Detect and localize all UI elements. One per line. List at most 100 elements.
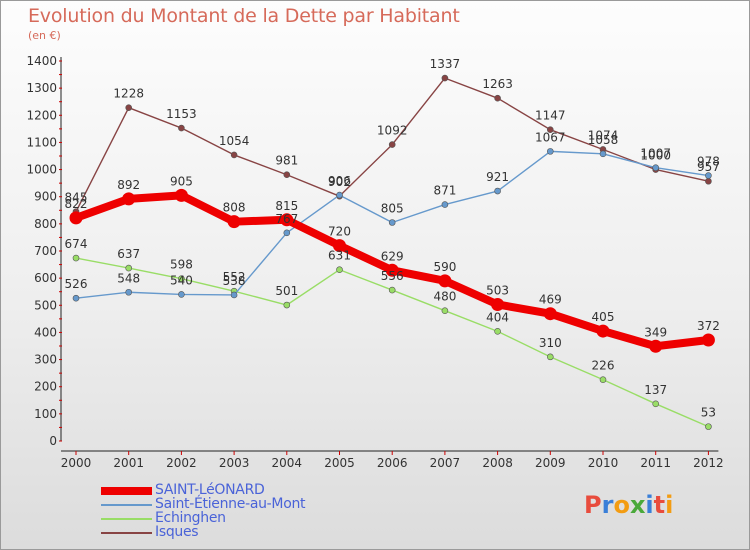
legend-swatch: [101, 518, 152, 520]
data-label-echinghen: 480: [433, 290, 456, 304]
data-label-echinghen: 674: [65, 237, 88, 251]
data-label-saint-leonard: 469: [539, 293, 562, 307]
logo-letter: P: [584, 491, 602, 519]
data-label-echinghen: 552: [223, 270, 246, 284]
x-tick-label: 2005: [324, 456, 355, 470]
data-label-saint-etienne-au-mont: 921: [486, 170, 509, 184]
data-label-isques: 1263: [482, 77, 513, 91]
x-tick-label: 2010: [588, 456, 619, 470]
data-point-saint-etienne-au-mont: [178, 291, 185, 298]
data-label-echinghen: 631: [328, 249, 351, 263]
data-point-isques: [388, 141, 396, 148]
x-tick-label: 2011: [640, 456, 671, 470]
data-label-isques: 902: [328, 175, 351, 189]
data-label-saint-leonard: 905: [170, 174, 193, 188]
y-tick-label: 1400: [26, 54, 57, 68]
data-label-isques: 981: [275, 154, 298, 168]
data-label-saint-etienne-au-mont: 540: [170, 273, 193, 287]
data-label-saint-etienne-au-mont: 767: [275, 212, 298, 226]
data-label-saint-etienne-au-mont: 548: [117, 271, 140, 285]
data-point-echinghen: [388, 286, 396, 294]
data-point-echinghen: [652, 400, 660, 408]
data-point-isques: [494, 94, 501, 102]
data-label-saint-leonard: 822: [65, 197, 88, 211]
y-tick-label: 800: [34, 217, 57, 231]
data-label-isques: 1153: [166, 107, 197, 121]
data-point-echinghen: [336, 266, 343, 274]
data-point-isques: [283, 171, 291, 179]
data-point-saint-leonard: [385, 263, 399, 277]
data-point-saint-leonard: [438, 274, 452, 288]
data-label-saint-leonard: 372: [697, 319, 720, 333]
y-tick-label: 700: [34, 244, 57, 258]
y-tick-label: 600: [34, 271, 57, 285]
data-label-isques: 1147: [535, 109, 566, 123]
y-tick-label: 1300: [26, 81, 57, 95]
logo-letter: o: [613, 491, 630, 519]
x-tick-label: 2000: [61, 456, 92, 470]
data-label-saint-leonard: 349: [644, 325, 667, 339]
data-label-saint-leonard: 808: [223, 201, 246, 215]
y-tick-label: 0: [49, 434, 57, 448]
logo-letter: i: [645, 491, 654, 519]
data-label-isques: 1228: [113, 87, 144, 101]
data-point-saint-leonard: [333, 239, 346, 253]
data-label-echinghen: 637: [117, 247, 140, 261]
data-point-echinghen: [546, 353, 554, 361]
data-point-isques: [125, 104, 132, 111]
y-tick-label: 900: [34, 190, 57, 204]
data-point-saint-leonard: [491, 297, 505, 311]
data-point-isques: [705, 177, 712, 185]
data-label-saint-leonard: 503: [486, 283, 509, 297]
y-tick-label: 300: [34, 353, 57, 367]
logo-letter: x: [629, 491, 646, 519]
data-point-saint-leonard: [227, 215, 241, 229]
data-point-echinghen: [599, 376, 607, 383]
data-label-saint-etienne-au-mont: 526: [65, 277, 88, 291]
x-tick-label: 2009: [535, 456, 566, 470]
data-point-saint-etienne-au-mont: [441, 201, 449, 208]
y-tick-label: 1100: [26, 135, 57, 149]
data-point-saint-leonard: [122, 192, 136, 206]
data-point-echinghen: [283, 301, 291, 309]
data-point-saint-leonard: [543, 307, 557, 321]
y-tick-label: 400: [34, 325, 57, 339]
chart-title: Evolution du Montant de la Dette par Hab…: [28, 5, 460, 27]
data-label-echinghen: 404: [486, 310, 509, 324]
y-tick-label: 200: [34, 380, 57, 394]
data-label-saint-etienne-au-mont: 1067: [535, 130, 566, 144]
x-tick-label: 2002: [166, 456, 197, 470]
legend-label: Saint-Étienne-au-Mont: [155, 496, 306, 512]
data-point-saint-leonard: [596, 324, 610, 338]
data-label-echinghen: 310: [539, 336, 562, 350]
data-point-echinghen: [72, 254, 80, 262]
legend-label: Isques: [155, 524, 199, 540]
x-tick-label: 2008: [482, 456, 513, 470]
logo-letter: r: [601, 491, 614, 519]
data-label-saint-leonard: 405: [592, 310, 615, 324]
data-point-saint-etienne-au-mont: [652, 164, 660, 171]
x-tick-label: 2012: [693, 456, 724, 470]
data-label-echinghen: 556: [381, 269, 404, 283]
data-label-echinghen: 598: [170, 258, 193, 272]
x-tick-label: 2007: [430, 456, 461, 470]
data-point-isques: [441, 74, 449, 82]
data-point-isques: [546, 126, 554, 133]
logo-letter: t: [653, 491, 666, 519]
data-label-echinghen: 501: [275, 284, 298, 298]
data-point-isques: [230, 151, 238, 159]
data-point-saint-etienne-au-mont: [388, 219, 396, 226]
x-tick-label: 2004: [272, 456, 303, 470]
x-tick-label: 2003: [219, 456, 250, 470]
data-point-saint-leonard: [69, 211, 83, 225]
legend-swatch: [101, 504, 152, 506]
data-label-saint-etienne-au-mont: 906: [328, 174, 351, 188]
legend-label: SAINT-LéONARD: [155, 482, 265, 498]
data-point-saint-etienne-au-mont: [494, 187, 501, 195]
y-tick-label: 1200: [26, 108, 57, 122]
data-point-saint-etienne-au-mont: [336, 191, 343, 199]
data-point-isques: [178, 124, 185, 132]
data-label-echinghen: 137: [644, 383, 667, 397]
data-label-isques: 1054: [219, 134, 250, 148]
